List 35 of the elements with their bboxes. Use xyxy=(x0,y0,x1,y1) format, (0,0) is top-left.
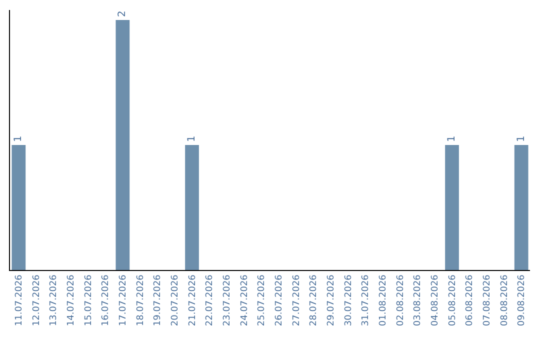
x-tick-label: 04.08.2026 xyxy=(430,274,441,326)
x-tick-label: 31.07.2026 xyxy=(361,274,372,326)
data-label: 1 xyxy=(13,136,24,142)
x-tick-label: 02.08.2026 xyxy=(396,274,406,326)
x-tick-label: 20.07.2026 xyxy=(170,274,181,326)
x-tick-label: 12.07.2026 xyxy=(32,274,42,326)
x-tick-label: 09.08.2026 xyxy=(517,274,528,326)
x-tick-label: 17.07.2026 xyxy=(118,274,129,326)
x-tick-label: 18.07.2026 xyxy=(136,274,146,326)
data-label: 1 xyxy=(446,136,458,142)
x-tick-label: 26.07.2026 xyxy=(274,274,285,326)
x-tick-label: 22.07.2026 xyxy=(205,274,216,326)
data-label: 2 xyxy=(117,10,128,17)
x-tick-label: 21.07.2026 xyxy=(188,274,198,326)
x-tick-label: 03.08.2026 xyxy=(413,274,424,326)
x-tick-label: 11.07.2026 xyxy=(14,274,25,326)
x-tick-label: 01.08.2026 xyxy=(378,274,389,326)
x-tick-label: 07.08.2026 xyxy=(482,274,493,326)
x-tick-label: 14.07.2026 xyxy=(66,274,77,326)
x-tick-label: 29.07.2026 xyxy=(326,274,337,326)
x-tick-label: 28.07.2026 xyxy=(309,274,320,326)
x-tick-label: 15.07.2026 xyxy=(84,274,94,326)
x-tick-label: 13.07.2026 xyxy=(49,274,60,326)
x-tick-label: 27.07.2026 xyxy=(292,274,302,326)
x-tick-label: 06.08.2026 xyxy=(465,274,476,326)
x-tick-label: 23.07.2026 xyxy=(222,274,233,326)
x-tick-label: 08.08.2026 xyxy=(500,274,510,326)
x-tick-label: 16.07.2026 xyxy=(101,274,112,326)
x-tick-label: 24.07.2026 xyxy=(240,274,250,326)
x-tick-label: 25.07.2026 xyxy=(257,274,268,326)
x-tick-label: 30.07.2026 xyxy=(344,274,354,326)
x-tick-label: 05.08.2026 xyxy=(448,274,458,326)
data-label: 1 xyxy=(516,136,527,142)
data-label: 1 xyxy=(186,136,198,142)
x-tick-label: 19.07.2026 xyxy=(153,274,164,326)
